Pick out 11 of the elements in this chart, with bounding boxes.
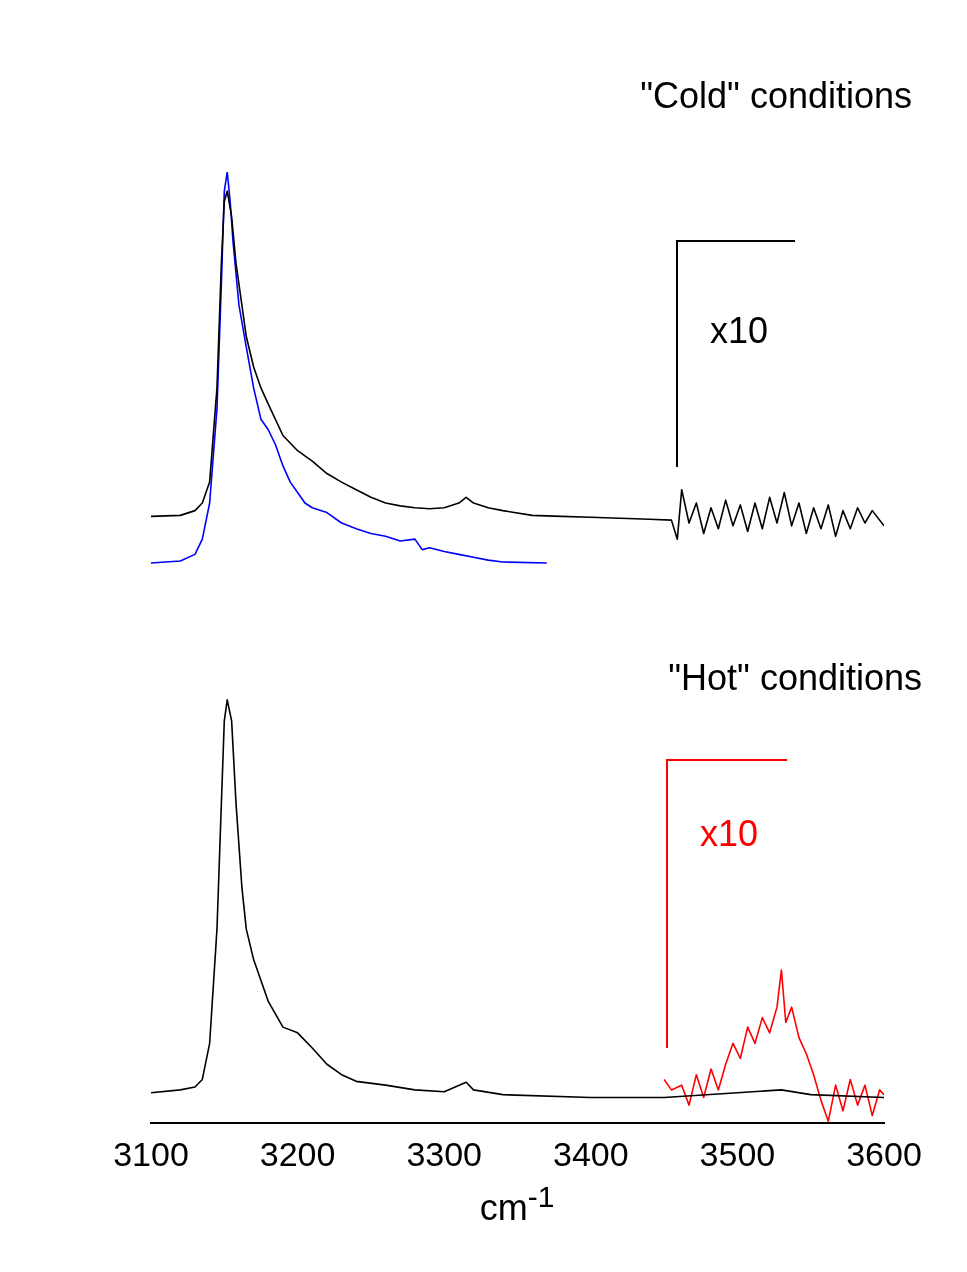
x-tick-label: 3500 (699, 1134, 776, 1173)
x-tick-label: 3100 (113, 1134, 189, 1173)
annotation: x10 (710, 310, 769, 351)
text: "Cold" conditions (640, 75, 912, 116)
x-tick-label: 3300 (406, 1134, 483, 1173)
x-axis-title: cm$^{-1}$ (479, 1180, 555, 1229)
x-tick-label: 3200 (259, 1134, 336, 1173)
x-tick-label: 3400 (552, 1134, 629, 1173)
x-tick-label: 3600 (846, 1134, 922, 1173)
annotation: "Hot" conditions (668, 657, 922, 698)
annotation: x10 (700, 813, 759, 854)
